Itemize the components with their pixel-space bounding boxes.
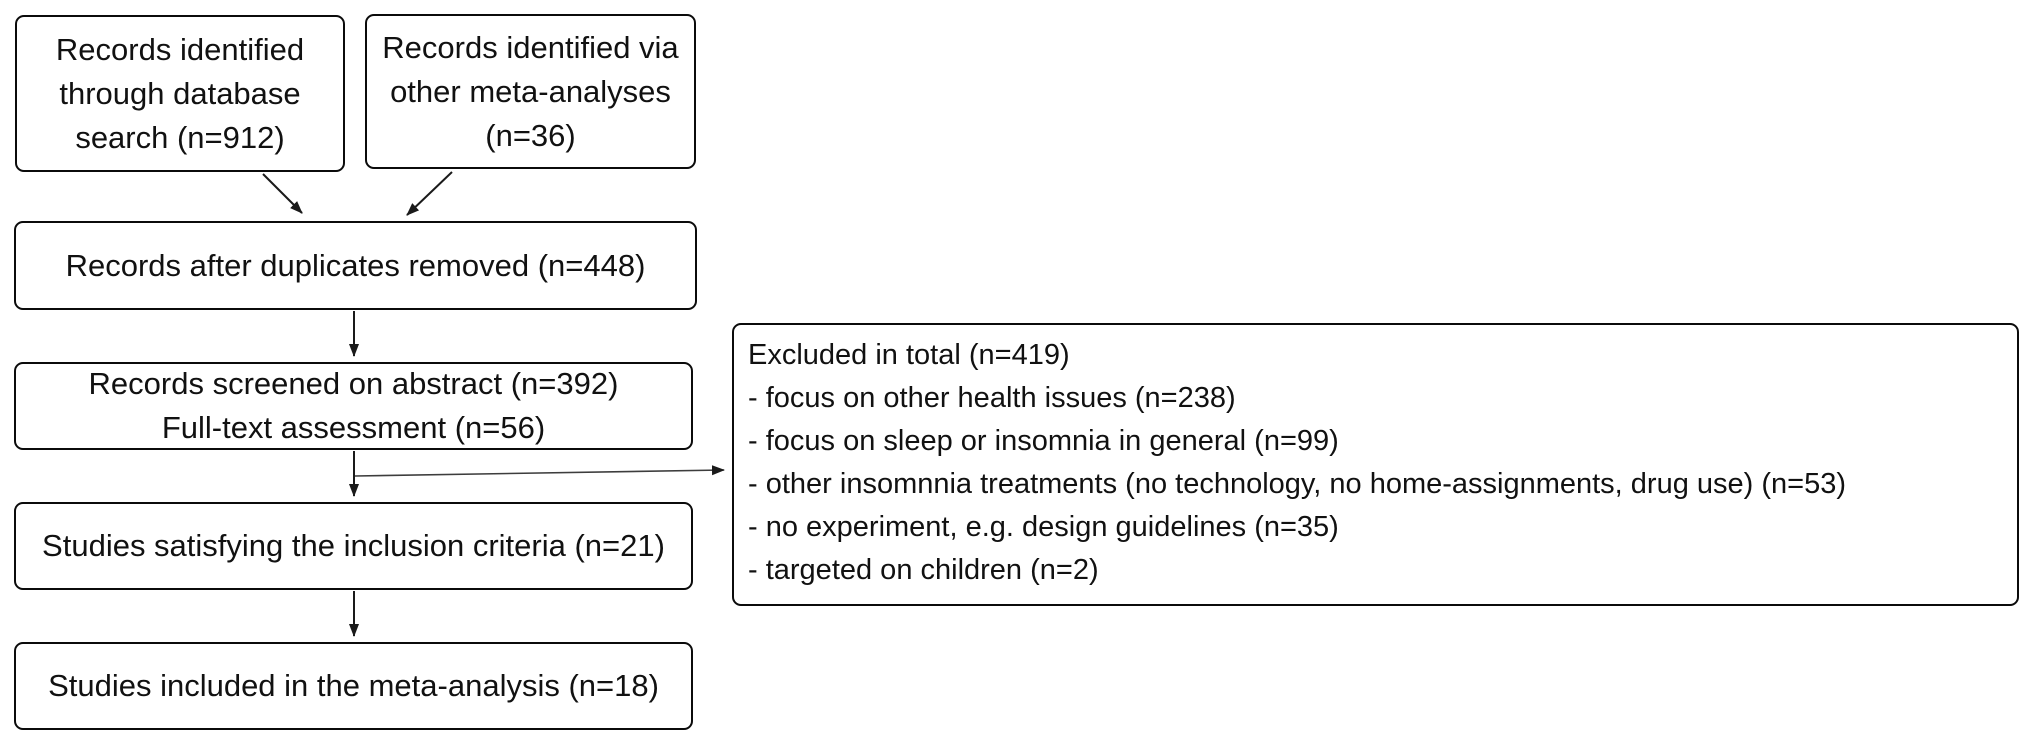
arrow-meta-to-duplicates (406, 171, 453, 216)
box-records-identified-database: Records identified through database sear… (15, 15, 345, 172)
box-records-identified-database-label: Records identified through database sear… (55, 31, 305, 155)
arrow-db-to-duplicates (262, 173, 303, 214)
box-excluded-reasons: Excluded in total (n=419) - focus on oth… (732, 323, 2019, 606)
box-studies-inclusion-criteria: Studies satisfying the inclusion criteri… (14, 502, 693, 590)
box-records-identified-meta-analyses: Records identified via other meta-analys… (365, 14, 696, 169)
box-records-screened-line1: Records screened on abstract (n=392) (88, 366, 619, 401)
excluded-item: - focus on other health issues (n=238) (748, 382, 1236, 414)
excluded-item: - targeted on children (n=2) (748, 554, 1099, 586)
box-records-screened-line2: Full-text assessment (n=56) (161, 410, 546, 445)
excluded-item: - other insomnnia treatments (no technol… (748, 468, 1847, 500)
box-studies-included-meta-analysis-label: Studies included in the meta-analysis (n… (48, 668, 659, 703)
excluded-item: - no experiment, e.g. design guidelines … (748, 511, 1339, 543)
box-records-after-duplicates-label: Records after duplicates removed (n=448) (65, 247, 646, 283)
box-records-screened: Records screened on abstract (n=392) Ful… (14, 362, 693, 450)
excluded-title: Excluded in total (n=419) (748, 339, 1070, 371)
box-records-identified-meta-analyses-label: Records identified via other meta-analys… (382, 29, 679, 153)
box-studies-inclusion-criteria-label: Studies satisfying the inclusion criteri… (42, 528, 665, 563)
box-records-after-duplicates: Records after duplicates removed (n=448) (14, 221, 697, 310)
excluded-item: - focus on sleep or insomnia in general … (748, 425, 1339, 457)
box-studies-included-meta-analysis: Studies included in the meta-analysis (n… (14, 642, 693, 730)
arrow-screened-to-excluded (354, 465, 725, 477)
